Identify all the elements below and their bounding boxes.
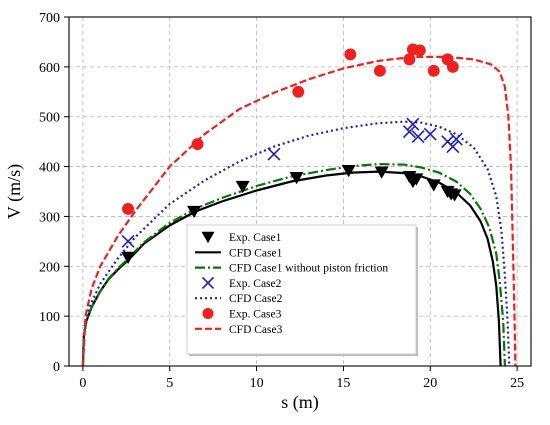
plot-frame [68, 16, 532, 367]
data-point-exp-case3 [427, 64, 440, 77]
y-tick-label: 300 [39, 210, 60, 225]
data-point-exp-case2 [446, 140, 460, 154]
legend-item-exp-case3: Exp. Case3 [202, 307, 282, 321]
legend-item-cfd-case1: CFD Case1 [195, 247, 283, 259]
data-point-exp-case1 [187, 205, 202, 219]
legend-swatch-exp-case3 [202, 307, 214, 320]
data-point-exp-case1 [426, 179, 441, 192]
data-point-exp-case2 [402, 125, 416, 139]
data-point-exp-case1 [409, 173, 424, 186]
legend-item-cfd-case3: CFD Case3 [195, 324, 283, 336]
series-layer [81, 43, 517, 366]
data-point-exp-case2-stroke [402, 125, 416, 139]
x-tick-label: 5 [166, 376, 173, 391]
legend-swatch-exp-case2-stroke [201, 276, 215, 289]
legend-label-exp-case3: Exp. Case3 [229, 309, 282, 321]
data-point-exp-case1 [374, 166, 389, 179]
legend-label-cfd-case1-without-piston-friction: CFD Case1 without piston friction [229, 263, 388, 275]
x-tick-label: 0 [79, 376, 86, 391]
legend-item-cfd-case1-without-piston-friction: CFD Case1 without piston friction [195, 263, 388, 275]
legend-swatch-exp-case1 [201, 231, 215, 244]
series-line-cfd-case1-without-piston-friction [81, 163, 506, 366]
data-point-exp-case2-stroke [411, 130, 425, 144]
y-tick-label: 500 [39, 111, 60, 126]
series-points-exp-case3 [122, 43, 459, 215]
data-point-exp-case2 [121, 234, 135, 248]
data-point-exp-case1 [289, 171, 304, 185]
data-point-exp-case2 [423, 127, 437, 141]
y-tick-label: 0 [53, 360, 60, 375]
legend-label-cfd-case1: CFD Case1 [229, 247, 283, 259]
data-point-exp-case2 [406, 117, 420, 131]
x-tick-label: 20 [423, 376, 437, 391]
data-point-exp-case2-stroke [423, 127, 437, 141]
y-tick-label: 100 [39, 310, 60, 325]
y-axis-title: V (m/s) [4, 164, 25, 219]
y-tick-label: 400 [39, 161, 60, 176]
data-point-exp-case2 [267, 147, 281, 161]
data-point-exp-case2-stroke [267, 147, 281, 161]
data-point-exp-case3 [122, 203, 135, 215]
legend-swatch-exp-case2 [201, 276, 215, 289]
legend: Exp. Case1 CFD Case1 CFD Case1 without pis… [186, 224, 418, 356]
data-point-exp-case1 [121, 251, 136, 264]
data-point-exp-case1 [341, 164, 356, 178]
legend-item-exp-case1: Exp. Case1 [201, 231, 282, 244]
data-point-exp-case1 [447, 189, 462, 202]
legend-item-exp-case2: Exp. Case2 [201, 276, 282, 290]
legend-box [186, 224, 417, 355]
legend-label-exp-case2: Exp. Case2 [229, 278, 282, 290]
data-point-exp-case2-stroke [449, 132, 463, 146]
series-points-exp-case1 [121, 164, 462, 264]
data-point-exp-case2-stroke [406, 117, 420, 131]
x-tick-label: 25 [510, 376, 524, 391]
data-point-exp-case3 [191, 138, 204, 151]
data-point-exp-case3 [292, 85, 305, 98]
data-point-exp-case3 [344, 48, 357, 61]
legend-label-cfd-case2: CFD Case2 [229, 293, 283, 305]
data-point-exp-case3 [403, 53, 416, 66]
x-axis-title: s (m) [281, 392, 319, 413]
axes-layer: 0 5 10 15 20 25 0 100 200 300 400 500 600 700 [39, 11, 532, 391]
data-point-exp-case3 [413, 44, 426, 57]
data-point-exp-case3 [446, 60, 459, 73]
y-tick-label: 200 [39, 260, 60, 275]
legend-item-cfd-case2: CFD Case2 [195, 293, 283, 305]
legend-label-cfd-case3: CFD Case3 [229, 324, 283, 336]
series-points-exp-case2 [121, 117, 463, 248]
legend-label-exp-case1: Exp. Case1 [229, 232, 282, 244]
data-point-exp-case2-stroke [446, 140, 460, 154]
series-line-cfd-case2 [81, 120, 511, 366]
series-line-cfd-case3 [81, 55, 517, 366]
data-point-exp-case3 [373, 64, 386, 77]
data-point-exp-case2-stroke [121, 234, 135, 248]
data-point-exp-case2 [449, 132, 463, 146]
x-tick-label: 10 [250, 376, 264, 391]
y-tick-label: 700 [39, 11, 60, 26]
y-tick-label: 600 [39, 61, 60, 76]
data-point-exp-case2 [411, 130, 425, 144]
data-point-exp-case1 [235, 180, 250, 194]
x-tick-label: 15 [336, 376, 350, 391]
